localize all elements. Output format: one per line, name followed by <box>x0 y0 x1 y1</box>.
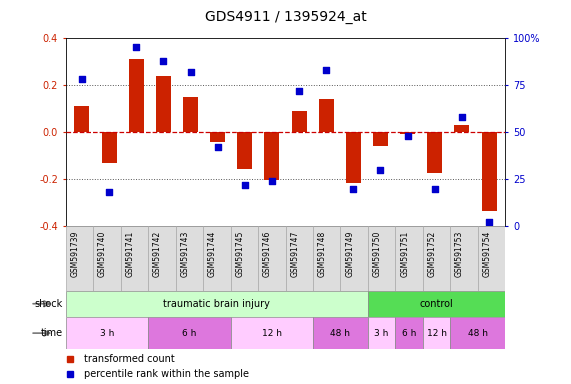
Point <box>484 219 493 225</box>
Point <box>295 88 304 94</box>
Bar <box>148 226 176 291</box>
Bar <box>373 132 388 146</box>
Text: transformed count: transformed count <box>84 354 175 364</box>
Text: 6 h: 6 h <box>402 329 416 338</box>
Bar <box>368 226 395 291</box>
Bar <box>313 317 368 349</box>
Text: control: control <box>420 299 453 309</box>
Bar <box>238 132 252 169</box>
Point <box>349 185 358 192</box>
Text: GSM591751: GSM591751 <box>400 231 409 277</box>
Bar <box>74 106 90 132</box>
Bar <box>423 317 451 349</box>
Text: GSM591752: GSM591752 <box>428 231 437 277</box>
Bar <box>319 99 333 132</box>
Text: GSM591746: GSM591746 <box>263 231 272 277</box>
Text: GSM591754: GSM591754 <box>482 231 492 277</box>
Text: percentile rank within the sample: percentile rank within the sample <box>84 369 249 379</box>
Text: GSM591743: GSM591743 <box>180 231 190 277</box>
Text: GSM591741: GSM591741 <box>126 231 134 277</box>
Point <box>321 67 331 73</box>
Text: 48 h: 48 h <box>468 329 488 338</box>
Text: GSM591747: GSM591747 <box>290 231 299 277</box>
Point <box>430 185 439 192</box>
Bar <box>451 317 505 349</box>
Bar <box>340 226 368 291</box>
Bar <box>455 125 469 132</box>
Bar <box>176 226 203 291</box>
Point <box>267 178 276 184</box>
Bar <box>427 132 442 173</box>
Bar <box>210 132 225 142</box>
Bar <box>231 317 313 349</box>
Bar <box>183 97 198 132</box>
Text: GSM591745: GSM591745 <box>235 231 244 277</box>
Bar <box>120 226 148 291</box>
Text: 12 h: 12 h <box>427 329 447 338</box>
Text: 12 h: 12 h <box>262 329 282 338</box>
Bar <box>400 132 415 134</box>
Bar <box>395 226 423 291</box>
Point <box>78 76 87 83</box>
Point <box>457 114 467 120</box>
Text: GSM591742: GSM591742 <box>153 231 162 277</box>
Text: GSM591750: GSM591750 <box>373 231 381 277</box>
Text: shock: shock <box>35 299 63 309</box>
Text: 6 h: 6 h <box>182 329 196 338</box>
Bar <box>156 76 171 132</box>
Bar <box>481 132 497 211</box>
Bar <box>66 226 93 291</box>
Point <box>186 69 195 75</box>
Text: time: time <box>41 328 63 338</box>
Point <box>240 182 250 188</box>
Text: GDS4911 / 1395924_at: GDS4911 / 1395924_at <box>204 10 367 23</box>
Text: 3 h: 3 h <box>375 329 389 338</box>
Bar <box>368 291 505 317</box>
Text: GSM591749: GSM591749 <box>345 231 354 277</box>
Text: 48 h: 48 h <box>331 329 351 338</box>
Point <box>403 133 412 139</box>
Text: GSM591739: GSM591739 <box>70 231 79 277</box>
Text: traumatic brain injury: traumatic brain injury <box>163 299 270 309</box>
Bar <box>423 226 451 291</box>
Point <box>159 58 168 64</box>
Bar <box>292 111 307 132</box>
Bar <box>148 317 231 349</box>
Bar <box>203 226 231 291</box>
Bar <box>264 132 279 180</box>
Bar <box>346 132 361 183</box>
Point <box>376 167 385 173</box>
Point <box>104 189 114 195</box>
Point <box>132 44 141 50</box>
Bar <box>368 317 395 349</box>
Text: GSM591753: GSM591753 <box>455 231 464 277</box>
Bar <box>231 226 258 291</box>
Bar <box>451 226 478 291</box>
Bar <box>258 226 286 291</box>
Bar <box>395 317 423 349</box>
Text: GSM591748: GSM591748 <box>317 231 327 277</box>
Bar <box>478 226 505 291</box>
Text: 3 h: 3 h <box>100 329 114 338</box>
Point <box>213 144 222 150</box>
Bar <box>286 226 313 291</box>
Bar <box>66 317 148 349</box>
Bar <box>313 226 340 291</box>
Bar <box>66 291 368 317</box>
Bar <box>129 59 144 132</box>
Text: GSM591740: GSM591740 <box>98 231 107 277</box>
Bar <box>102 132 116 163</box>
Text: GSM591744: GSM591744 <box>208 231 217 277</box>
Bar <box>93 226 120 291</box>
